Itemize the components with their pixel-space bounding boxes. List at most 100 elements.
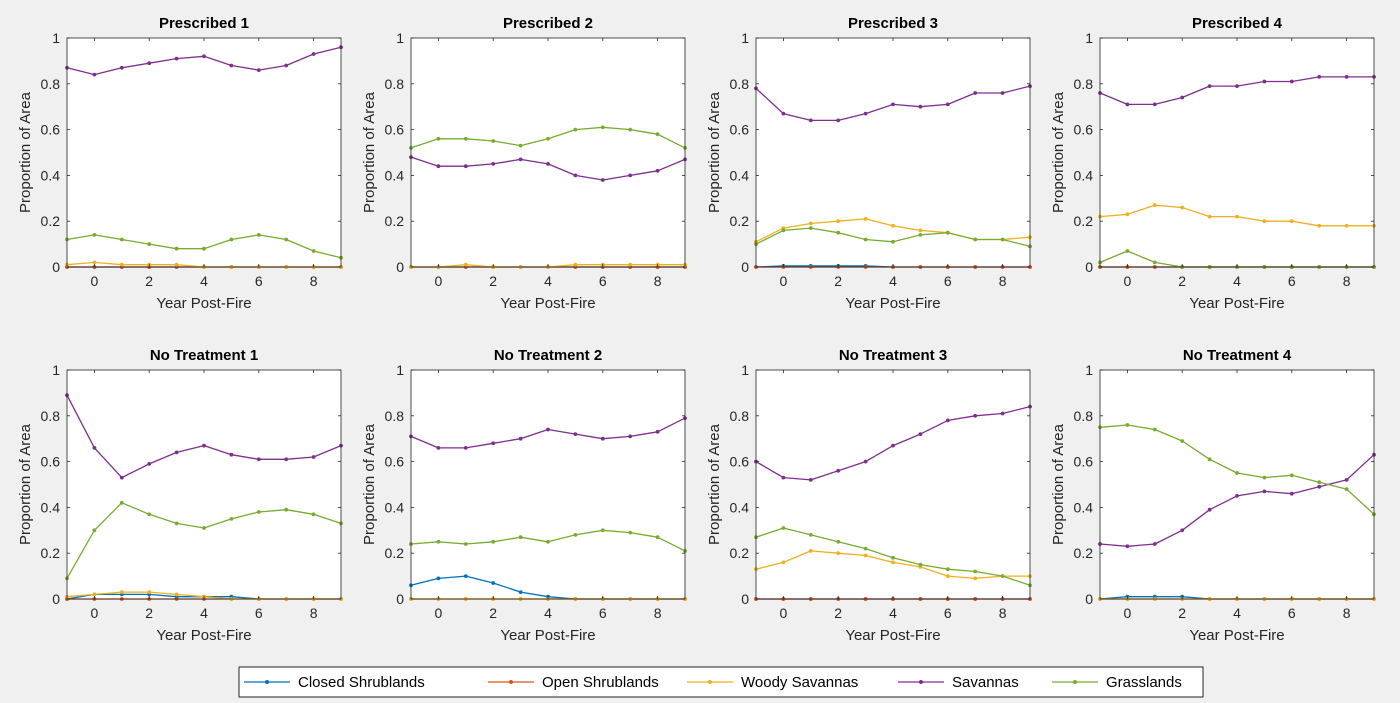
x-tick-label: 0 [435, 273, 443, 289]
x-tick-label: 6 [599, 605, 607, 621]
x-axis-label: Year Post-Fire [500, 295, 595, 312]
y-tick-label: 0.6 [730, 122, 750, 138]
legend-label: Woody Savannas [741, 674, 858, 691]
x-tick-label: 0 [91, 273, 99, 289]
y-tick-label: 1 [52, 362, 60, 378]
data-point-grasslands [918, 562, 923, 567]
y-tick-label: 0.6 [41, 454, 61, 470]
y-tick-label: 0.2 [41, 545, 61, 561]
data-point-savannas [491, 441, 496, 446]
x-tick-label: 2 [1178, 273, 1186, 289]
plot-area [1100, 38, 1374, 267]
data-point-grasslands [1152, 260, 1157, 265]
chart-title: No Treatment 2 [494, 347, 602, 364]
subplot-prescribed-4: 0 0.2 0.4 0.6 0.8 1 0 2 4 6 8 Prescribed 4 Year Post… [1050, 15, 1376, 312]
y-tick-label: 0 [741, 591, 749, 607]
data-point-grasslands [655, 535, 660, 540]
legend: Closed Shrublands Open Shrublands Woody Sa… [238, 666, 1204, 698]
data-point-savannas [573, 432, 578, 436]
data-point-woody-savannas [836, 551, 841, 556]
data-point-savannas [463, 446, 468, 450]
data-point-savannas [202, 443, 206, 448]
data-point-savannas [174, 450, 179, 455]
plot-area [67, 370, 341, 599]
data-point-grasslands [202, 526, 206, 530]
data-point-savannas [655, 429, 660, 434]
plot-area [756, 38, 1030, 267]
data-point-grasslands [174, 521, 179, 526]
legend-marker [509, 680, 513, 684]
x-tick-label: 0 [1124, 273, 1132, 289]
y-tick-label: 0.6 [41, 122, 61, 138]
data-point-grasslands [229, 517, 234, 521]
x-tick-label: 4 [1233, 273, 1241, 289]
x-tick-label: 0 [780, 605, 788, 621]
data-point-savannas [891, 443, 895, 448]
data-point-grasslands [491, 139, 496, 143]
x-axis-label: Year Post-Fire [1189, 627, 1284, 644]
data-point-savannas [256, 457, 261, 462]
y-tick-label: 0.4 [1074, 167, 1094, 183]
x-axis-label: Year Post-Fire [156, 295, 251, 312]
subplot-prescribed-1: 0 0.2 0.4 0.6 0.8 1 0 2 4 6 8 Prescribed 1 Year Post… [17, 15, 343, 312]
plot-area [411, 38, 685, 267]
y-axis-label: Proportion of Area [17, 91, 34, 213]
data-point-woody-savannas [863, 217, 868, 221]
data-point-grasslands [491, 539, 496, 544]
data-point-grasslands [436, 539, 441, 544]
data-point-grasslands [546, 539, 550, 544]
subplot-grid: 0 0.2 0.4 0.6 0.8 1 0 2 4 6 8 Prescribed 1 Year Post… [17, 15, 1376, 644]
data-point-grasslands [628, 127, 633, 132]
x-tick-label: 6 [599, 273, 607, 289]
y-tick-label: 0.6 [1074, 122, 1094, 138]
data-point-savannas [256, 68, 261, 72]
y-tick-label: 0 [396, 591, 404, 607]
data-point-grasslands [1235, 471, 1239, 475]
x-tick-label: 2 [834, 605, 842, 621]
y-tick-label: 0.4 [41, 167, 61, 183]
x-axis-label: Year Post-Fire [845, 295, 940, 312]
x-tick-label: 4 [200, 273, 208, 289]
y-tick-label: 0.8 [730, 408, 750, 424]
x-tick-label: 4 [200, 605, 208, 621]
y-tick-label: 0.8 [41, 76, 61, 92]
data-point-savannas [491, 162, 496, 166]
data-point-savannas [600, 436, 605, 441]
data-point-grasslands [573, 533, 578, 537]
data-point-savannas [891, 102, 895, 107]
subplot-no-treatment-2: 0 0.2 0.4 0.6 0.8 1 0 2 4 6 8 No Treatment 2 Year Po… [361, 347, 687, 644]
chart-title: Prescribed 3 [848, 15, 938, 32]
legend-label: Grasslands [1106, 674, 1182, 691]
data-point-grasslands [463, 136, 468, 141]
data-point-grasslands [1207, 457, 1212, 462]
legend-marker [708, 680, 712, 684]
y-axis-label: Proportion of Area [1050, 423, 1067, 545]
data-point-grasslands [808, 533, 813, 537]
data-point-grasslands [119, 500, 124, 505]
data-point-savannas [436, 446, 441, 450]
data-point-savannas [311, 52, 316, 56]
data-point-woody-savannas [973, 576, 978, 581]
data-point-savannas [973, 91, 978, 95]
data-point-grasslands [1289, 473, 1294, 478]
data-point-woody-savannas [119, 590, 124, 594]
data-point-savannas [436, 164, 441, 169]
x-axis-label: Year Post-Fire [1189, 295, 1284, 312]
data-point-savannas [463, 164, 468, 169]
data-point-grasslands [973, 237, 978, 242]
data-point-savannas [229, 452, 234, 457]
data-point-grasslands [891, 555, 895, 560]
legend-item-woody-savannas: Woody Savannas [687, 674, 858, 691]
x-tick-label: 8 [999, 273, 1007, 289]
data-point-grasslands [229, 237, 234, 242]
data-point-grasslands [1180, 439, 1185, 443]
data-point-savannas [92, 72, 97, 77]
data-point-grasslands [518, 143, 523, 148]
data-point-woody-savannas [891, 223, 895, 228]
legend-marker [1073, 680, 1077, 684]
data-point-grasslands [119, 237, 124, 242]
data-point-savannas [1000, 91, 1005, 95]
data-point-grasslands [808, 226, 813, 231]
legend-marker [265, 680, 269, 684]
data-point-grasslands [1125, 423, 1130, 427]
